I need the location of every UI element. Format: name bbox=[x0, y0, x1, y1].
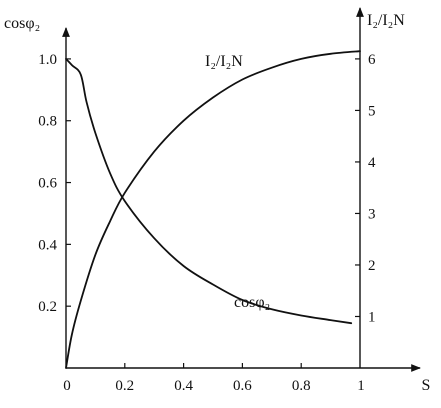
y-right-tick-label: 3 bbox=[368, 206, 376, 222]
y-left-tick-label: 0.2 bbox=[38, 299, 57, 315]
y-right-tick-label: 5 bbox=[368, 103, 376, 119]
axes bbox=[62, 7, 421, 372]
series-label-power-factor: cosφ₂ bbox=[234, 294, 270, 311]
y-left-tick-label: 0.8 bbox=[38, 114, 57, 130]
x-tick-label: 0.4 bbox=[174, 378, 193, 394]
x-tick-label: 0.8 bbox=[292, 378, 311, 394]
y-right-tick-label: 1 bbox=[368, 309, 376, 325]
y-right-axis-title: I₂/I₂N bbox=[367, 12, 405, 29]
ticks: 0 0.2 0.4 0.6 0.8 1 0.2 0.4 0.6 0.8 1.0 1 2 3 4 5 6 bbox=[38, 52, 376, 394]
series-label-current-ratio: I₂/I₂N bbox=[205, 53, 243, 70]
x-tick-label: 0.2 bbox=[115, 378, 134, 394]
x-tick-label: 0.6 bbox=[233, 378, 252, 394]
y-left-tick-label: 0.6 bbox=[38, 176, 57, 192]
x-tick-label: 1 bbox=[357, 378, 365, 394]
y-right-tick-label: 6 bbox=[368, 52, 376, 68]
y-left-axis-title: cosφ₂ bbox=[4, 15, 40, 32]
plot-area bbox=[65, 50, 361, 369]
y-right-tick-label: 4 bbox=[368, 155, 376, 171]
y-right-tick-label: 2 bbox=[368, 258, 376, 274]
x-axis-title: S bbox=[422, 377, 431, 394]
current-ratio-curve bbox=[65, 50, 361, 369]
y-left-tick-label: 0.4 bbox=[38, 237, 57, 253]
x-tick-label: 0 bbox=[63, 378, 71, 394]
power-factor-curve bbox=[65, 58, 353, 325]
y-left-tick-label: 1.0 bbox=[38, 52, 57, 68]
